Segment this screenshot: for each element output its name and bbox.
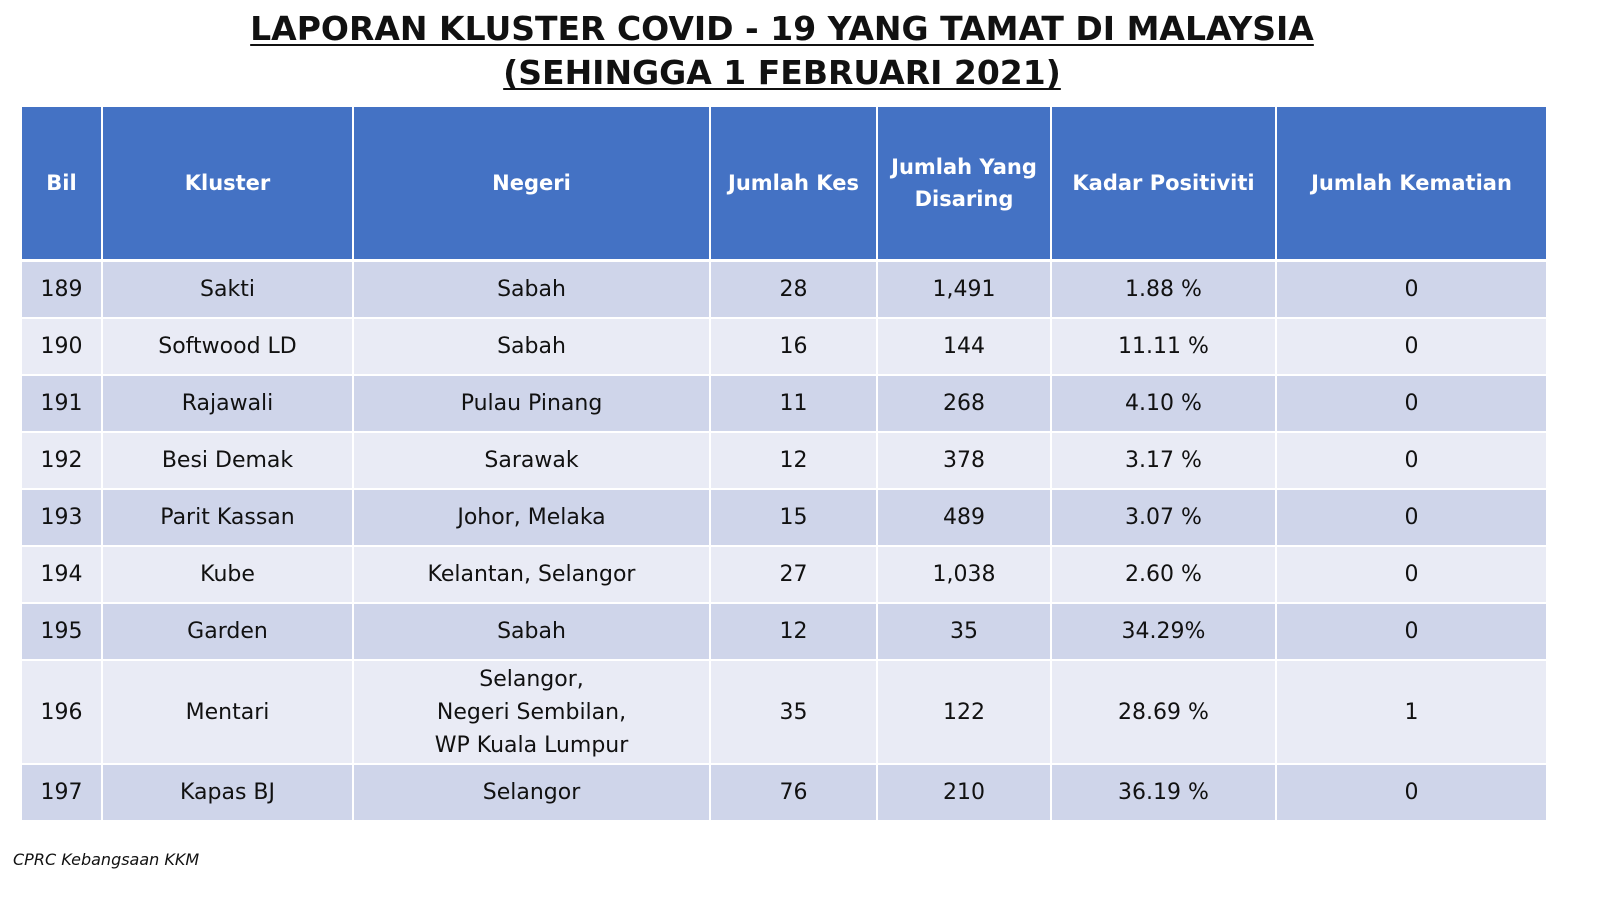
table-header-row: Bil Kluster Negeri Jumlah Kes Jumlah Yan… [22,107,1546,262]
cell-kluster: Mentari [103,661,354,765]
cell-jumlah-kematian: 1 [1277,661,1546,765]
cell-negeri: Pulau Pinang [354,376,711,433]
cell-jumlah-kematian: 0 [1277,604,1546,661]
cell-kadar-positiviti: 34.29% [1052,604,1277,661]
column-header-bil: Bil [22,107,103,262]
cell-bil: 191 [22,376,103,433]
column-header-negeri: Negeri [354,107,711,262]
cell-negeri: Sarawak [354,433,711,490]
cell-jumlah-kematian: 0 [1277,262,1546,319]
table-row: 194 Kube Kelantan, Selangor 27 1,038 2.6… [22,547,1546,604]
cell-jumlah-kes: 12 [711,433,878,490]
cell-jumlah-kes: 12 [711,604,878,661]
cell-jumlah-kes: 16 [711,319,878,376]
column-header-kadar-positiviti: Kadar Positiviti [1052,107,1277,262]
table-row: 195 Garden Sabah 12 35 34.29% 0 [22,604,1546,661]
column-header-kluster: Kluster [103,107,354,262]
cell-bil: 189 [22,262,103,319]
cell-negeri: Kelantan, Selangor [354,547,711,604]
cell-kluster: Rajawali [103,376,354,433]
cell-kluster: Softwood LD [103,319,354,376]
cell-jumlah-kematian: 0 [1277,547,1546,604]
cell-bil: 192 [22,433,103,490]
table-row: 192 Besi Demak Sarawak 12 378 3.17 % 0 [22,433,1546,490]
cell-bil: 190 [22,319,103,376]
page-title-line-2: (SEHINGGA 1 FEBRUARI 2021) [503,53,1061,92]
cell-kadar-positiviti: 4.10 % [1052,376,1277,433]
cell-jumlah-disaring: 378 [878,433,1052,490]
cell-jumlah-kematian: 0 [1277,765,1546,822]
cell-kluster: Kube [103,547,354,604]
cell-kluster: Parit Kassan [103,490,354,547]
cell-jumlah-kes: 15 [711,490,878,547]
cell-negeri: Sabah [354,604,711,661]
cell-negeri: Johor, Melaka [354,490,711,547]
cell-jumlah-disaring: 1,038 [878,547,1052,604]
cell-kadar-positiviti: 2.60 % [1052,547,1277,604]
cell-kluster: Kapas BJ [103,765,354,822]
table-row: 197 Kapas BJ Selangor 76 210 36.19 % 0 [22,765,1546,822]
cell-jumlah-kematian: 0 [1277,433,1546,490]
cell-jumlah-disaring: 489 [878,490,1052,547]
table-row: 193 Parit Kassan Johor, Melaka 15 489 3.… [22,490,1546,547]
page-subtitle: (SEHINGGA 1 FEBRUARI 2021) [0,53,1564,93]
page-title: LAPORAN KLUSTER COVID - 19 YANG TAMAT DI… [0,9,1564,49]
cell-bil: 194 [22,547,103,604]
cell-jumlah-disaring: 210 [878,765,1052,822]
source-credit: CPRC Kebangsaan KKM [13,850,200,869]
cell-jumlah-disaring: 122 [878,661,1052,765]
cell-kadar-positiviti: 36.19 % [1052,765,1277,822]
column-header-jumlah-kematian: Jumlah Kematian [1277,107,1546,262]
cell-jumlah-disaring: 1,491 [878,262,1052,319]
cell-negeri: Sabah [354,262,711,319]
cell-jumlah-kes: 11 [711,376,878,433]
table-row: 196 Mentari Selangor, Negeri Sembilan, W… [22,661,1546,765]
cell-jumlah-kematian: 0 [1277,490,1546,547]
cell-jumlah-kes: 28 [711,262,878,319]
cell-kadar-positiviti: 3.07 % [1052,490,1277,547]
cell-bil: 197 [22,765,103,822]
cell-jumlah-kematian: 0 [1277,376,1546,433]
cell-bil: 196 [22,661,103,765]
cell-negeri: Sabah [354,319,711,376]
cell-jumlah-disaring: 268 [878,376,1052,433]
cell-jumlah-disaring: 144 [878,319,1052,376]
table-row: 190 Softwood LD Sabah 16 144 11.11 % 0 [22,319,1546,376]
cell-bil: 193 [22,490,103,547]
cell-jumlah-kes: 76 [711,765,878,822]
cell-kluster: Besi Demak [103,433,354,490]
table-row: 189 Sakti Sabah 28 1,491 1.88 % 0 [22,262,1546,319]
page-title-line-1: LAPORAN KLUSTER COVID - 19 YANG TAMAT DI… [250,9,1314,48]
cell-kadar-positiviti: 28.69 % [1052,661,1277,765]
cell-jumlah-disaring: 35 [878,604,1052,661]
cell-jumlah-kematian: 0 [1277,319,1546,376]
cell-jumlah-kes: 35 [711,661,878,765]
cell-negeri: Selangor [354,765,711,822]
cell-negeri: Selangor, Negeri Sembilan, WP Kuala Lump… [354,661,711,765]
table-row: 191 Rajawali Pulau Pinang 11 268 4.10 % … [22,376,1546,433]
cell-bil: 195 [22,604,103,661]
cell-kadar-positiviti: 11.11 % [1052,319,1277,376]
cluster-report-table: Bil Kluster Negeri Jumlah Kes Jumlah Yan… [22,107,1546,822]
cell-kadar-positiviti: 1.88 % [1052,262,1277,319]
cell-kluster: Sakti [103,262,354,319]
cell-jumlah-kes: 27 [711,547,878,604]
cell-kluster: Garden [103,604,354,661]
cell-kadar-positiviti: 3.17 % [1052,433,1277,490]
column-header-jumlah-kes: Jumlah Kes [711,107,878,262]
column-header-jumlah-disaring: Jumlah Yang Disaring [878,107,1052,262]
